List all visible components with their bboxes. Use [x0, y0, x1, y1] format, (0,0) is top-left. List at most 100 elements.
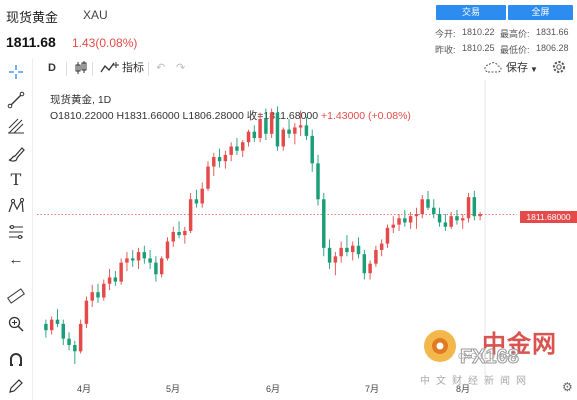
watermark: 中金网 FX168 CNGOLD.ORG 中文财经新闻网 — [420, 320, 577, 395]
candle — [472, 190, 477, 221]
open-value: 1810.22 — [462, 27, 495, 37]
candle-body — [148, 258, 152, 263]
candle-body — [293, 127, 297, 134]
candle — [414, 207, 419, 229]
x-axis-label: 7月 — [365, 384, 380, 394]
undo-icon[interactable]: ↶ — [156, 62, 166, 74]
candle — [90, 284, 94, 307]
text-tool-icon[interactable]: T — [10, 170, 22, 189]
candle — [287, 119, 291, 139]
pitchfork-icon[interactable] — [6, 116, 26, 136]
candle — [368, 260, 372, 280]
candle — [194, 189, 199, 208]
indicators-icon[interactable] — [100, 60, 120, 81]
candle — [455, 209, 459, 225]
candle — [183, 226, 187, 244]
magnet-icon[interactable] — [6, 350, 26, 370]
x-axis-label: 6月 — [266, 384, 281, 394]
candle-body — [188, 199, 193, 231]
candle — [374, 245, 378, 267]
candle-body — [351, 245, 355, 253]
ruler-icon[interactable] — [6, 286, 26, 306]
candle-body — [154, 262, 158, 275]
candle — [119, 258, 123, 285]
price-change: 1.43(0.08%) — [72, 36, 138, 50]
brush-icon[interactable] — [6, 144, 26, 164]
cloud-save-icon[interactable] — [484, 60, 502, 79]
candle-body — [102, 283, 106, 298]
candle — [379, 239, 384, 257]
candle-body — [165, 241, 170, 259]
instrument-title: 现货黄金 — [6, 10, 59, 25]
back-arrow-icon[interactable]: ← — [8, 251, 24, 268]
trade-button[interactable]: 交易 — [436, 5, 506, 20]
candle — [235, 138, 239, 155]
candle-body — [229, 146, 233, 155]
x-axis-label: 5月 — [166, 384, 181, 394]
candle-body — [472, 197, 477, 217]
candle — [212, 152, 216, 177]
lock-pencil-icon[interactable] — [6, 376, 26, 396]
candle-body — [327, 247, 332, 263]
candle-body — [362, 254, 367, 274]
candle — [125, 252, 129, 272]
candle-body — [177, 232, 181, 236]
candle — [304, 116, 309, 141]
candle-body — [333, 256, 338, 263]
candle-body — [61, 323, 65, 339]
candle — [385, 224, 390, 248]
candle-body — [316, 163, 320, 200]
settings-gear-icon[interactable] — [552, 60, 566, 79]
candle-body — [55, 319, 60, 324]
candle — [397, 214, 401, 231]
fib-levels-icon[interactable] — [6, 222, 26, 242]
fullscreen-button[interactable]: 全屏 — [508, 5, 573, 20]
candle-body — [264, 119, 268, 134]
chart-legend-title: 现货黄金, 1D — [50, 94, 112, 106]
zoom-in-icon[interactable] — [6, 314, 26, 334]
candle-body — [159, 258, 164, 275]
candle-body — [269, 112, 274, 134]
trend-line-icon[interactable] — [6, 90, 26, 110]
axis-settings-icon[interactable]: ⚙ — [562, 380, 573, 394]
drawing-toolbar: T ← — [0, 58, 33, 400]
candle — [61, 319, 65, 345]
candle — [356, 237, 361, 259]
candle — [159, 256, 164, 278]
save-dropdown-icon[interactable]: ▼ — [530, 65, 538, 74]
candle — [102, 279, 106, 301]
candle — [49, 316, 54, 335]
candle-body — [356, 245, 361, 255]
candle — [142, 245, 147, 264]
candle — [154, 256, 158, 282]
legend-ohlc: O1810.22000 H1831.66000 L1806.28000 收=18… — [50, 110, 322, 122]
candle — [298, 110, 303, 136]
prev-close-value: 1810.25 — [462, 43, 495, 53]
candle-body — [397, 218, 401, 225]
save-button[interactable]: 保存 — [506, 62, 528, 74]
candle-body — [275, 112, 280, 147]
crosshair-icon[interactable] — [6, 62, 26, 82]
period-selector[interactable]: D — [48, 62, 56, 74]
candle — [403, 209, 407, 227]
candle — [223, 150, 228, 169]
indicators-label[interactable]: 指标 — [122, 62, 144, 74]
candle-body — [73, 344, 77, 352]
candle-body — [113, 277, 118, 282]
candle-body — [478, 214, 482, 217]
candle-body — [403, 218, 407, 223]
candle — [293, 123, 297, 145]
candle-body — [90, 292, 94, 301]
pattern-icon[interactable] — [6, 196, 26, 216]
candle-style-icon[interactable] — [74, 60, 88, 81]
candle — [78, 319, 83, 354]
candle — [67, 332, 71, 351]
redo-icon[interactable]: ↷ — [176, 62, 186, 74]
candle — [113, 271, 118, 286]
toolbar-divider — [92, 62, 93, 76]
prev-close-label: 昨收: — [435, 45, 456, 55]
candle — [246, 129, 251, 147]
candle — [391, 216, 395, 234]
candle — [310, 129, 314, 172]
candlestick-chart[interactable] — [37, 80, 517, 376]
